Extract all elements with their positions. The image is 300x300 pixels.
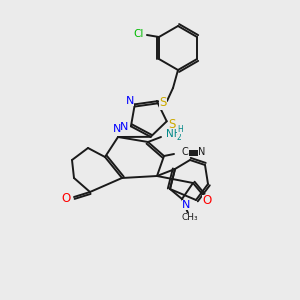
Text: S: S — [159, 97, 167, 110]
Text: O: O — [202, 194, 211, 208]
Text: H: H — [177, 124, 183, 134]
Text: NH: NH — [166, 129, 182, 139]
Text: N: N — [113, 124, 121, 134]
Text: Cl: Cl — [134, 29, 144, 39]
Text: N: N — [126, 96, 134, 106]
Text: S: S — [168, 118, 176, 131]
Text: O: O — [61, 191, 70, 205]
Text: C: C — [182, 147, 189, 157]
Text: N: N — [120, 122, 128, 132]
Text: 2: 2 — [177, 133, 182, 142]
Text: N: N — [198, 147, 206, 157]
Text: N: N — [182, 200, 190, 210]
Text: CH₃: CH₃ — [182, 212, 198, 221]
